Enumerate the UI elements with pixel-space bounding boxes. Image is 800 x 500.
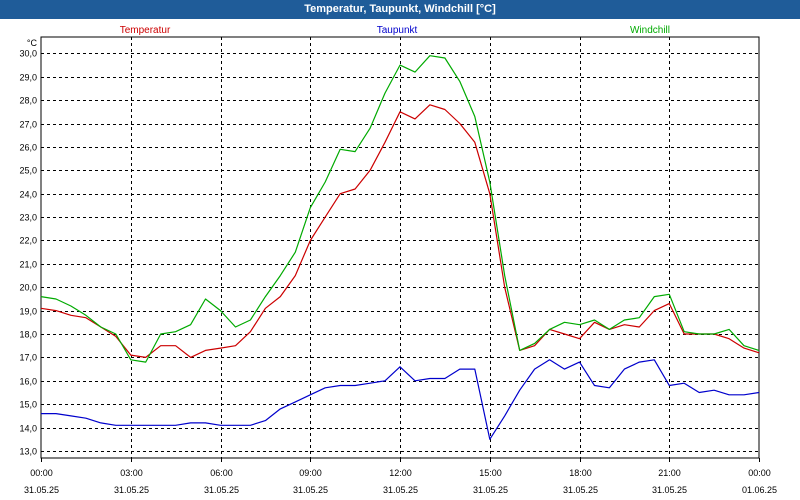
y-tick-label: 25,0: [19, 166, 37, 176]
y-tick-label: 19,0: [19, 307, 37, 317]
y-tick-label: 20,0: [19, 283, 37, 293]
x-tick-time: 12:00: [389, 468, 412, 478]
x-tick-date: 31.05.25: [204, 485, 239, 495]
chart-title: Temperatur, Taupunkt, Windchill [°C]: [0, 0, 800, 19]
x-tick-date: 31.05.25: [563, 485, 598, 495]
x-tick-date: 31.05.25: [114, 485, 149, 495]
y-tick-label: 27,0: [19, 120, 37, 130]
series-line-taupunkt: [41, 359, 760, 440]
chart-area: 13,0 14,0 15,0 16,0 17,0 18,0 19,0 20,0 21,0 22,0…: [0, 19, 800, 500]
x-tick-date: 31.05.25: [24, 485, 59, 495]
y-tick-label: 29,0: [19, 73, 37, 83]
y-tick-label: 30,0: [19, 49, 37, 59]
x-tick-date: 31.05.25: [293, 485, 328, 495]
y-axis-label: °C: [27, 38, 38, 48]
y-tick-label: 26,0: [19, 143, 37, 153]
y-tick-label: 28,0: [19, 96, 37, 106]
y-tick-label: 17,0: [19, 353, 37, 363]
y-tick-label: 23,0: [19, 213, 37, 223]
x-tick-time: 03:00: [120, 468, 143, 478]
x-tick-date: 01.06.25: [742, 485, 777, 495]
y-tick-label: 24,0: [19, 190, 37, 200]
x-tick-time: 15:00: [479, 468, 502, 478]
legend-temperatur: Temperatur: [120, 25, 171, 36]
x-tick-time: 06:00: [210, 468, 233, 478]
x-tick-date: 31.05.25: [652, 485, 687, 495]
y-tick-label: 13,0: [19, 447, 37, 457]
x-tick-date: 31.05.25: [383, 485, 418, 495]
legend-windchill: Windchill: [630, 25, 670, 36]
y-tick-label: 22,0: [19, 236, 37, 246]
y-tick-label: 21,0: [19, 260, 37, 270]
x-tick-date: 31.05.25: [473, 485, 508, 495]
x-tick-time: 00:00: [748, 468, 771, 478]
series-line-windchill: [40, 55, 760, 363]
y-tick-label: 14,0: [19, 424, 37, 434]
y-tick-label: 18,0: [19, 330, 37, 340]
x-tick-time: 21:00: [658, 468, 681, 478]
x-tick-time: 00:00: [30, 468, 53, 478]
x-tick-time: 18:00: [569, 468, 592, 478]
y-tick-label: 15,0: [19, 400, 37, 410]
x-tick-time: 09:00: [299, 468, 322, 478]
y-tick-label: 16,0: [19, 377, 37, 387]
series-line-temperatur: [40, 104, 760, 358]
legend-taupunkt: Taupunkt: [377, 25, 418, 36]
chart-svg: 13,0 14,0 15,0 16,0 17,0 18,0 19,0 20,0 21,0 22,0…: [19, 25, 777, 495]
